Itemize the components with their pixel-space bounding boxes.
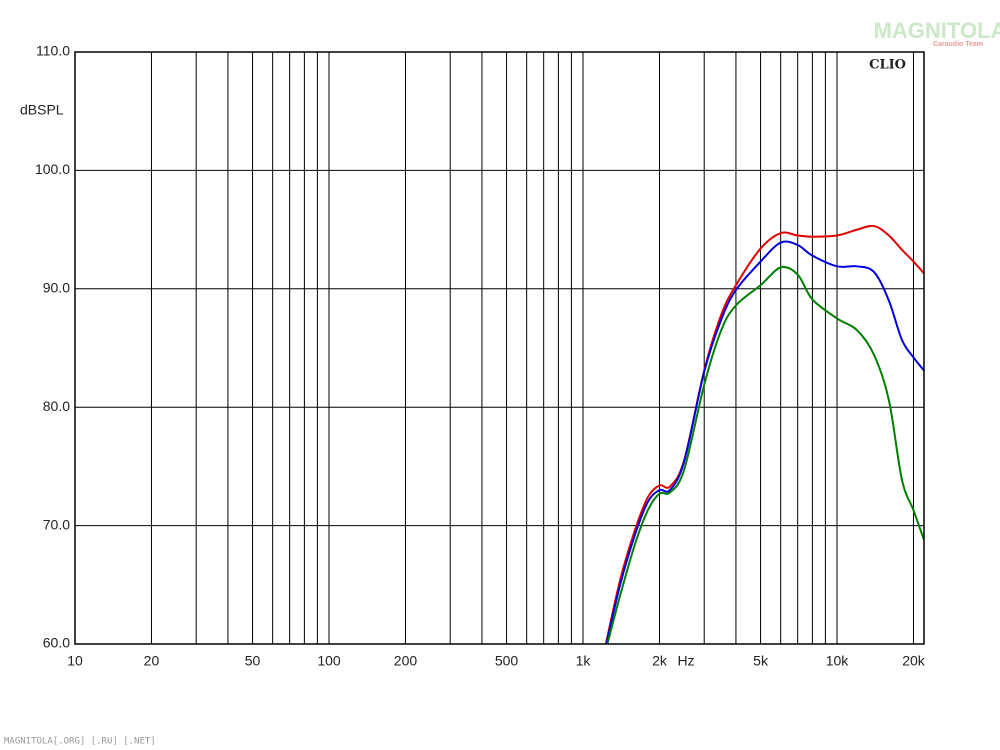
x-tick-label: 10k <box>826 653 850 669</box>
x-tick-label: 20k <box>902 653 926 669</box>
x-tick-label: 5k <box>753 653 769 669</box>
plot-border <box>74 51 925 645</box>
watermark-sub: Caraudio Team <box>933 41 983 48</box>
plot-area <box>75 52 924 644</box>
footer: MAGNITOLA[.ORG] [.RU] [.NET] <box>4 737 156 747</box>
response-curve <box>606 266 924 644</box>
y-tick-label: 80.0 <box>43 398 70 414</box>
x-tick-label: 1k <box>576 653 592 669</box>
x-tick-label: 10 <box>67 653 83 669</box>
curves <box>604 224 924 644</box>
grid <box>74 51 924 645</box>
x-tick-label: 200 <box>394 653 418 669</box>
x-tick-label: 500 <box>495 653 519 669</box>
x-axis-label: Hz <box>677 653 694 669</box>
y-axis-label: dBSPL <box>20 102 64 118</box>
watermark: MAGNITOLA <box>874 18 1000 43</box>
y-tick-label: 100.0 <box>35 161 70 177</box>
y-tick-label: 60.0 <box>43 635 70 651</box>
response-curve <box>605 240 924 644</box>
response-curve <box>604 224 924 644</box>
y-tick-label: 90.0 <box>43 280 70 296</box>
y-tick-label: 70.0 <box>43 516 70 532</box>
clio-label: CLIO <box>869 58 906 73</box>
x-tick-label: 50 <box>245 653 261 669</box>
y-tick-label: 110.0 <box>36 43 70 59</box>
x-tick-label: 2k <box>652 653 668 669</box>
x-tick-label: 100 <box>317 653 341 669</box>
x-tick-label: 20 <box>144 653 160 669</box>
